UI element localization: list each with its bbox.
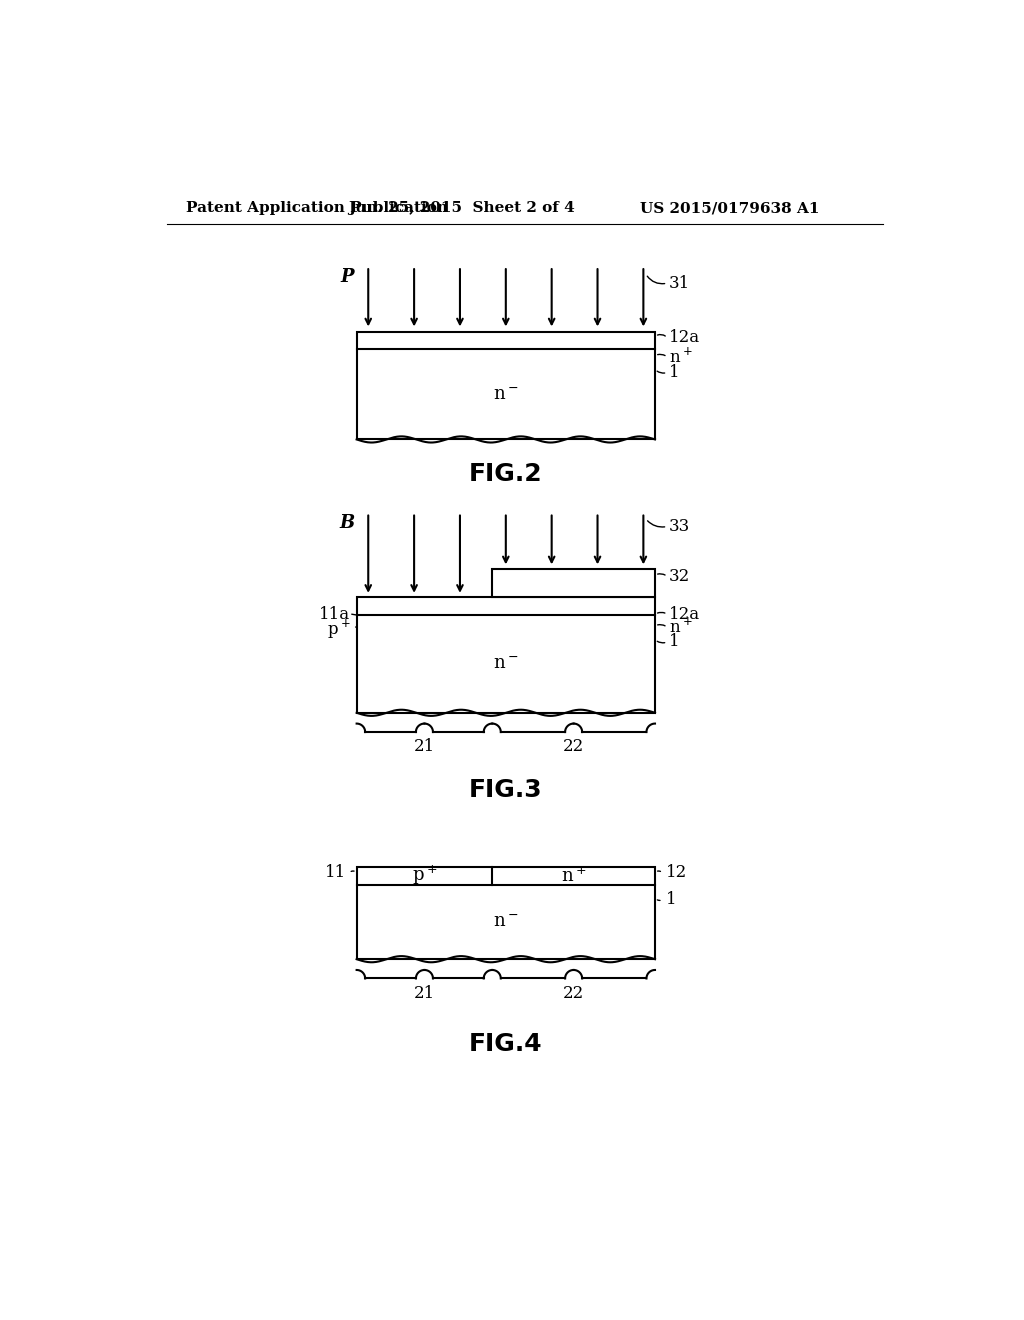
- Text: 12: 12: [666, 865, 687, 882]
- Text: 1: 1: [669, 634, 680, 651]
- Text: n$^+$: n$^+$: [669, 347, 692, 367]
- Text: 11: 11: [325, 865, 346, 882]
- Text: p$^+$: p$^+$: [412, 865, 437, 887]
- Text: 11a: 11a: [319, 606, 350, 623]
- Text: n$^+$: n$^+$: [669, 618, 692, 638]
- Text: 21: 21: [414, 738, 435, 755]
- Text: p$^+$: p$^+$: [327, 618, 350, 640]
- Text: 21: 21: [414, 985, 435, 1002]
- Text: n$^+$: n$^+$: [561, 866, 587, 886]
- Text: FIG.2: FIG.2: [469, 462, 543, 486]
- Text: 31: 31: [669, 275, 690, 292]
- Text: 1: 1: [669, 364, 680, 381]
- Text: 1: 1: [666, 891, 677, 908]
- Text: 32: 32: [669, 568, 690, 585]
- Text: 22: 22: [563, 985, 585, 1002]
- Bar: [356, 331, 655, 440]
- Bar: [356, 867, 655, 960]
- Text: FIG.4: FIG.4: [469, 1032, 543, 1056]
- Text: 22: 22: [563, 738, 585, 755]
- Text: FIG.3: FIG.3: [469, 777, 543, 801]
- Text: 12a: 12a: [669, 329, 700, 346]
- Text: 33: 33: [669, 517, 690, 535]
- Text: n$^-$: n$^-$: [494, 913, 518, 931]
- Text: Patent Application Publication: Patent Application Publication: [186, 202, 449, 215]
- Text: n$^-$: n$^-$: [494, 655, 518, 673]
- Text: B: B: [339, 515, 354, 532]
- Bar: [356, 597, 655, 713]
- Bar: [493, 569, 655, 597]
- Text: 12a: 12a: [669, 606, 700, 623]
- Text: US 2015/0179638 A1: US 2015/0179638 A1: [640, 202, 819, 215]
- Text: P: P: [341, 268, 354, 285]
- Text: Jun. 25, 2015  Sheet 2 of 4: Jun. 25, 2015 Sheet 2 of 4: [348, 202, 574, 215]
- Text: n$^-$: n$^-$: [494, 385, 518, 404]
